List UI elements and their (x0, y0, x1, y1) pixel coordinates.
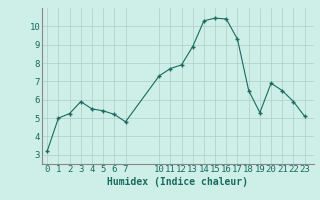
X-axis label: Humidex (Indice chaleur): Humidex (Indice chaleur) (107, 177, 248, 187)
